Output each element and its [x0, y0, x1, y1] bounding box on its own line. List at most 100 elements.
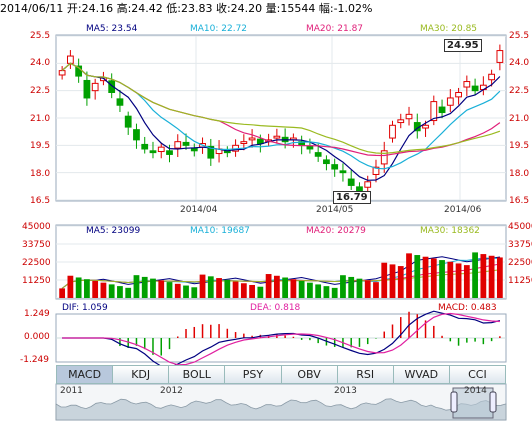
candle-body — [323, 159, 330, 165]
vol-ma10-label: MA10: 19687 — [190, 226, 250, 236]
volume-bar — [364, 280, 371, 298]
candle-body — [306, 145, 314, 150]
volume-bar — [92, 280, 99, 298]
candle-body — [389, 124, 396, 139]
tab-psy[interactable]: PSY — [225, 365, 282, 384]
candle-body — [397, 119, 405, 124]
candle-body — [331, 164, 339, 170]
volume-bar — [323, 286, 330, 298]
y-tick-right: 16.5 — [509, 196, 530, 206]
candle-body — [149, 150, 157, 154]
y-tick-right: 21.0 — [509, 114, 530, 124]
macd-histogram — [62, 310, 501, 369]
y-tick-right: 25.5 — [509, 31, 530, 41]
volume-bar — [257, 286, 264, 298]
candle-body — [66, 55, 74, 64]
candle-body — [116, 98, 124, 106]
candle-body — [347, 178, 355, 186]
volume-bar — [480, 254, 487, 298]
vol-tick-right: 33750 — [508, 240, 532, 250]
candle-body — [496, 50, 504, 63]
volume-bar — [240, 283, 247, 298]
volume-bar — [447, 261, 454, 298]
candle-body — [372, 166, 380, 175]
volume-bar — [373, 282, 379, 298]
volume-bar — [67, 275, 74, 298]
dif-line — [62, 310, 501, 369]
candle-body — [133, 129, 140, 141]
candle-body — [471, 85, 479, 92]
candle-body — [463, 81, 471, 88]
y-tick-left: 19.5 — [30, 141, 51, 151]
candle-body — [455, 91, 462, 98]
x-tick: 2014/05 — [316, 205, 354, 215]
ma30-label: MA30: 20.85 — [420, 24, 478, 34]
volume-bar — [488, 255, 495, 298]
tab-kdj[interactable]: KDJ — [113, 365, 170, 384]
macd-tick-left: 1.249 — [24, 309, 50, 319]
volume-bar — [141, 276, 148, 298]
candle-body — [174, 141, 182, 149]
dea-line — [62, 312, 500, 366]
tab-cci[interactable]: CCI — [449, 365, 506, 384]
volume-bar — [133, 275, 140, 298]
tab-boll[interactable]: BOLL — [169, 365, 226, 384]
y-tick-left: 18.0 — [30, 169, 51, 179]
tab-wvad[interactable]: WVAD — [393, 365, 450, 384]
candle-body — [124, 115, 132, 128]
vol-ma20-label: MA20: 20279 — [306, 226, 366, 236]
volume-bar — [75, 277, 82, 298]
macd-label: MACD: 0.483 — [438, 303, 497, 313]
tab-macd[interactable]: MACD — [56, 365, 114, 384]
volume-bar — [455, 263, 462, 298]
volume-bar — [356, 278, 363, 298]
indicator-tabs: MACD KDJ BOLL PSY OBV RSI WVAD CCI — [56, 365, 506, 384]
volume-bar — [232, 281, 239, 298]
volume-bar — [249, 284, 255, 298]
volume-bar — [183, 285, 189, 298]
volume-bar — [273, 275, 280, 298]
volume-bar — [439, 260, 445, 298]
volume-bar — [496, 257, 503, 298]
y-tick-left: 25.5 — [30, 31, 51, 41]
candle-body — [108, 80, 116, 93]
quote-header: 2014/06/11 开:24.16 高:24.42 低:23.83 收:24.… — [0, 2, 373, 15]
tab-rsi[interactable]: RSI — [337, 365, 394, 384]
vol-tick-left: 45000 — [22, 222, 51, 232]
volume-bar — [290, 279, 297, 298]
ma10-label: MA10: 22.72 — [190, 24, 248, 34]
timeline-year: 2011 — [60, 386, 83, 396]
y-tick-right: 24.0 — [509, 58, 530, 68]
volume-bar — [199, 274, 206, 298]
price-candles — [58, 44, 504, 199]
volume-bar — [463, 265, 470, 298]
candle-body — [446, 97, 454, 106]
volume-bar — [340, 275, 346, 298]
vol-tick-left: 33750 — [22, 240, 51, 250]
x-tick: 2014/04 — [180, 205, 218, 215]
volume-bar — [414, 255, 421, 298]
candle-body — [256, 138, 264, 145]
timeline-handle-right — [489, 391, 497, 413]
volume-bar — [84, 279, 90, 298]
price-grid — [56, 35, 506, 201]
high-price-flag: 24.95 — [444, 39, 482, 52]
volume-bar — [472, 252, 478, 298]
vol-tick-right: 45000 — [508, 222, 532, 232]
volume-bar — [59, 288, 66, 298]
ma30-line — [61, 62, 501, 155]
volume-bars — [59, 252, 503, 298]
candle-body — [364, 181, 372, 188]
candle-body — [58, 70, 66, 76]
candle-body — [422, 124, 429, 129]
volume-bar — [125, 287, 132, 298]
volume-bar — [282, 277, 289, 298]
volume-bar — [348, 276, 355, 298]
vol-ma30-label: MA30: 18362 — [420, 226, 480, 236]
candle-body — [314, 152, 322, 157]
tab-obv[interactable]: OBV — [281, 365, 338, 384]
volume-bar — [430, 258, 437, 298]
candle-body — [240, 141, 248, 145]
ma20-label: MA20: 21.87 — [306, 24, 364, 34]
